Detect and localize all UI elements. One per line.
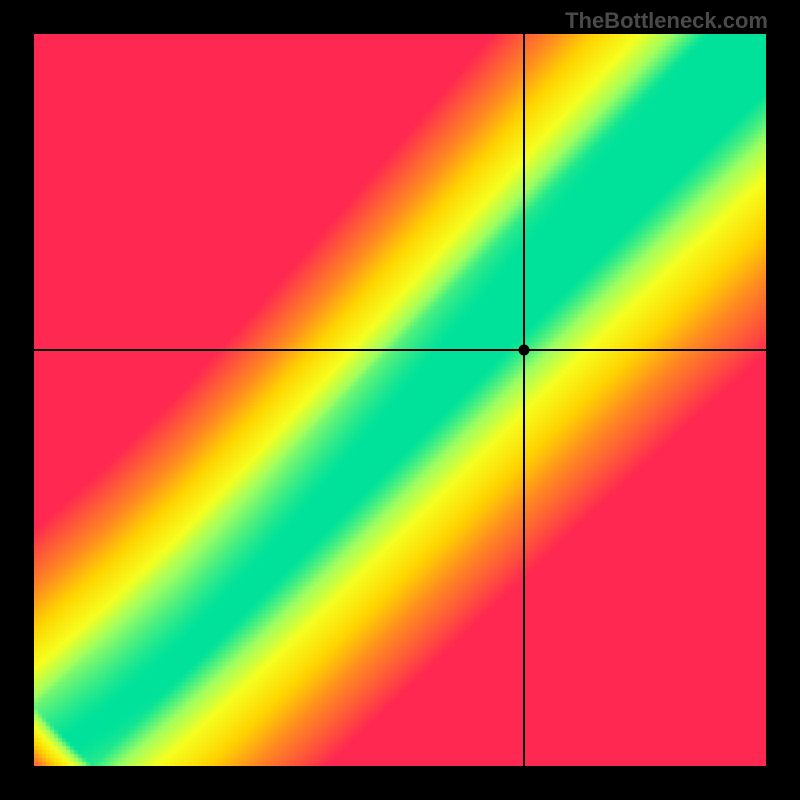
crosshair-marker xyxy=(519,345,530,356)
crosshair-vertical xyxy=(523,34,525,766)
watermark-text: TheBottleneck.com xyxy=(565,8,768,34)
heatmap-canvas xyxy=(34,34,766,766)
crosshair-horizontal xyxy=(34,349,766,351)
heatmap-plot xyxy=(34,34,766,766)
